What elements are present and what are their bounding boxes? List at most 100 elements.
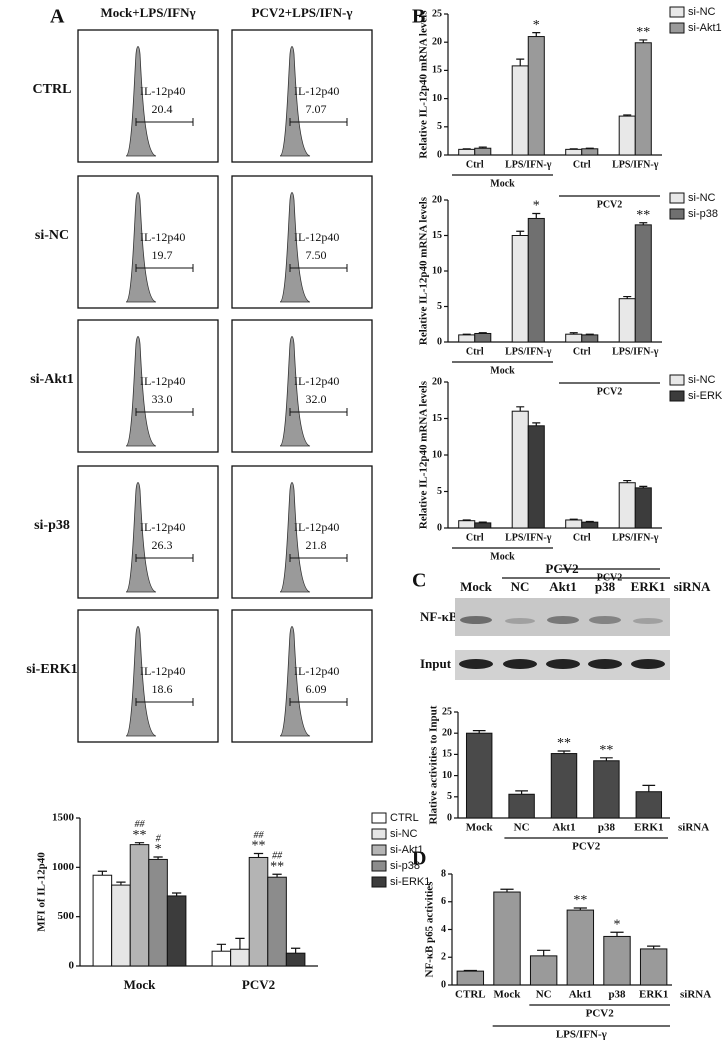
row-label: si-Akt1 [30,372,74,387]
x-tick-label: Mock [466,822,494,834]
error-bar [585,333,594,335]
bar [511,235,529,343]
histogram-peak [125,192,157,303]
bar [581,334,599,343]
legend-swatch [669,192,685,204]
bar [603,935,631,986]
x-tick-label: ERK1 [639,989,668,1001]
error-bar [478,146,487,149]
x-tick-label: LPS/IFN-γ [612,346,659,357]
error-bar [134,842,145,845]
gate-marker: IL-12p40 [140,230,185,244]
gate-value: 32.0 [306,392,327,406]
legend-swatch [371,860,387,872]
group-label: PCV2 [597,386,623,397]
y-tick-label: 2 [441,952,446,963]
bar [267,876,287,967]
lane-label: Mock [460,579,493,594]
bar [565,148,583,156]
histogram-peak [125,336,157,447]
bar [618,298,636,343]
bar [458,520,476,529]
lane-label: Akt1 [549,579,576,594]
y-axis-label: Relative IL-12p40 mRNA levels [418,380,430,529]
gate-marker: IL-12p40 [294,230,339,244]
y-tick-label: 1000 [52,861,75,873]
y-tick-label: 6 [441,896,446,907]
row-label: si-ERK1 [26,662,77,677]
error-bar [462,519,471,521]
bar [565,333,583,343]
error-bar [573,907,587,911]
lane-label: NC [511,579,530,594]
error-bar [557,750,571,754]
histogram-peak [125,482,157,593]
y-tick-label: 15 [442,749,452,760]
significance-hash: ## [272,851,283,862]
x-tick-label: Akt1 [552,822,575,834]
error-bar [585,147,594,149]
group-label: Mock [490,551,515,562]
group-label: LPS/IFN-γ [556,1029,607,1041]
gate-value: 18.6 [152,682,173,696]
bar [111,884,131,967]
y-tick-label: 20 [432,194,442,205]
significance-star: ** [599,743,613,758]
bar [634,224,652,343]
y-tick-label: 500 [58,910,75,922]
histogram-peak [125,626,157,737]
error-bar [516,230,525,236]
gate-value: 20.4 [152,102,173,116]
histogram-peak [279,336,311,447]
y-tick-label: 8 [441,868,446,879]
y-axis-label: NF-κB p65 activities [424,881,436,978]
error-bar [639,485,648,488]
error-bar [462,148,471,150]
significance-hash: # [156,833,162,844]
column-header: PCV2+LPS/IFN-γ [252,5,353,20]
legend-swatch [371,828,387,840]
error-bar [623,479,632,483]
y-tick-label: 0 [437,336,442,347]
x-tick-label: NC [514,822,530,834]
bar [474,522,492,529]
y-tick-label: 25 [442,706,452,717]
error-bar [171,892,182,896]
y-tick-label: 10 [442,770,452,781]
error-bar [478,521,487,523]
bar [508,793,535,819]
bar [248,856,269,967]
legend-swatch [669,374,685,386]
legend-swatch [669,22,685,34]
x-tick-label: Ctrl [466,532,484,543]
x-tick-label: Mock [494,989,522,1001]
x-tick-label: Akt1 [569,989,592,1001]
panel-letter: D [412,848,426,870]
error-bar [478,332,487,334]
row-label: CTRL [33,82,72,97]
legend-label: si-p38 [390,860,420,872]
legend-label: si-NC [688,374,716,386]
bar [527,425,545,529]
gate-value: 19.7 [152,248,173,262]
legend-swatch [371,844,387,856]
gate-value: 7.50 [306,248,327,262]
row-label: si-p38 [34,518,70,533]
y-axis-label: MFI of IL-12p40 [36,852,48,932]
bar [211,950,232,967]
x-tick-label: p38 [608,989,626,1001]
bar [129,844,150,967]
significance-hash: ## [254,830,265,841]
bar [456,970,485,986]
x-tick-label: LPS/IFN-γ [505,159,552,170]
legend-label: si-NC [390,828,418,840]
x-tick-label: Ctrl [573,532,591,543]
error-bar [610,931,624,937]
group-label: Mock [490,178,515,189]
gate-marker: IL-12p40 [140,664,185,678]
error-bar [569,332,578,335]
y-tick-label: 0 [441,979,446,990]
error-bar [272,873,282,878]
x-tick-label: Ctrl [573,346,591,357]
